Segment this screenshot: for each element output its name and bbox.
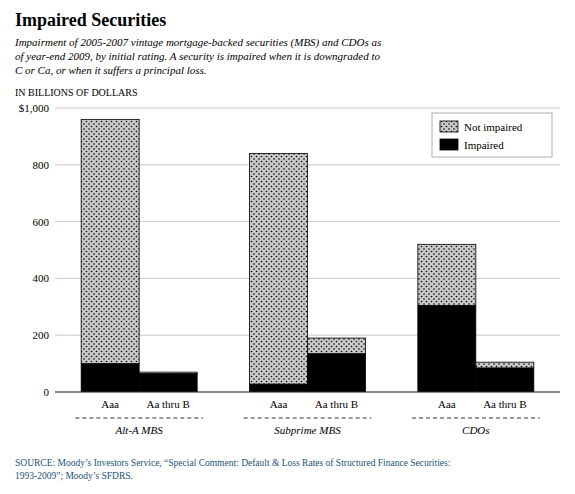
bar-segment [250, 384, 308, 392]
y-axis-label: IN BILLIONS OF DOLLARS [15, 87, 138, 98]
bar-segment [250, 153, 308, 384]
group-label: Subprime MBS [274, 424, 341, 436]
bar-segment [81, 119, 139, 363]
group-divider [75, 418, 203, 419]
group-label: Alt-A MBS [115, 424, 164, 436]
y-tick-label: 200 [33, 329, 50, 341]
group-divider [244, 418, 372, 419]
grid-line [55, 108, 560, 109]
legend-label: Not impaired [464, 121, 523, 133]
legend: Not impaired Impaired [432, 113, 552, 157]
x-tick-label: Aa thru B [146, 398, 189, 410]
y-tick-label: 400 [33, 272, 50, 284]
x-axis-line [55, 392, 560, 393]
group-label: CDOs [462, 424, 490, 436]
bars [81, 119, 534, 392]
x-tick-label: Aa thru B [483, 398, 526, 410]
x-tick-label: Aa thru B [315, 398, 358, 410]
chart: Impaired Securities Impairment of 2005-20… [0, 0, 575, 494]
bar-segment [81, 364, 139, 392]
x-tick-label: Aaa [438, 398, 456, 410]
bar-segment [139, 374, 197, 392]
legend-label: Impaired [464, 139, 504, 151]
title: Impaired Securities [15, 10, 166, 30]
legend-swatch [440, 139, 458, 150]
y-tick-label: 0 [44, 386, 50, 398]
y-tick-label: 600 [33, 216, 50, 228]
grid [55, 108, 560, 392]
bar-segment [418, 305, 476, 392]
y-tick-label: $1,000 [19, 102, 50, 114]
bar-segment [308, 354, 366, 392]
y-tick-label: 800 [33, 159, 50, 171]
legend-swatch [440, 121, 458, 132]
grid-line [55, 392, 560, 393]
group-divider [412, 418, 540, 419]
bar-segment [308, 338, 366, 354]
x-tick-label: Aaa [270, 398, 288, 410]
bar-segment [418, 244, 476, 305]
source: SOURCE: Moody’s Investors Service, “Spec… [15, 458, 450, 481]
bar-segment [476, 368, 534, 392]
legend-box [432, 113, 552, 157]
subtitle: Impairment of 2005-2007 vintage mortgage… [14, 36, 381, 76]
x-tick-label: Aaa [101, 398, 119, 410]
bar-segment [476, 362, 534, 368]
bar-segment [139, 372, 197, 373]
